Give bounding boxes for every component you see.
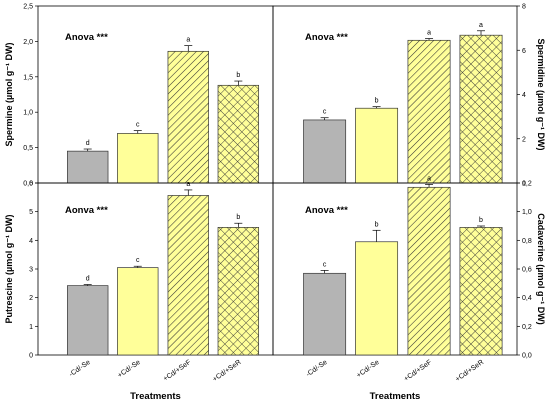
cadaverine-sig-letter-1: c — [323, 261, 327, 268]
spermine-y-axis-label: Spermine (µmol g⁻¹ DW) — [4, 43, 14, 147]
spermine-panel: 0,0 0,5 1,0 1,5 2,0 2,5 Spermine (µmol g⁻¹ DW)… — [4, 4, 274, 188]
putrescine-y-tick-label: 1 — [29, 324, 33, 331]
putrescine-bar-1 — [67, 285, 109, 356]
cadaverine-category-label-4: +Cd/+SeR — [454, 359, 485, 383]
cadaverine-anova-label: Anova *** — [305, 205, 348, 216]
spermine-y-tick-label: 1,5 — [23, 74, 33, 81]
spermine-sig-letter-4: b — [236, 72, 240, 79]
spermidine-y-tick-label: 0 — [522, 181, 526, 188]
cadaverine-y-tick-label: 1,0 — [522, 209, 532, 216]
spermine-bar-3 — [167, 50, 209, 184]
spermine-y-tick-label: 2,0 — [23, 39, 33, 46]
spermidine-y-tick-label: 8 — [522, 4, 526, 11]
putrescine-y-axis-label: Putrescine (µmol g⁻¹ DW) — [4, 215, 14, 324]
spermidine-sig-letter-3: a — [427, 30, 431, 37]
cadaverine-sig-letter-4: b — [479, 217, 483, 224]
putrescine-sig-letter-1: d — [86, 276, 90, 283]
putrescine-category-label-3: +Cd/+SeF — [162, 359, 192, 383]
spermidine-anova-label: Anova *** — [305, 32, 348, 43]
spermidine-y-axis-label: Spermidine (µmol g⁻¹ DW) — [536, 39, 546, 151]
cadaverine-bar-4 — [459, 227, 503, 356]
cadaverine-y-tick-label: 0,4 — [522, 295, 532, 302]
putrescine-y-tick-label: 4 — [29, 238, 33, 245]
putrescine-bar-3 — [167, 195, 209, 356]
spermidine-sig-letter-2: b — [375, 98, 379, 105]
spermine-bar-1 — [67, 150, 109, 184]
cadaverine-category-label-3: +Cd/+SeF — [403, 359, 433, 383]
spermidine-y-tick-label: 4 — [522, 92, 526, 99]
spermidine-bar-2 — [355, 107, 399, 184]
putrescine-y-tick-label: 0 — [29, 353, 33, 360]
spermidine-sig-letter-4: a — [479, 22, 483, 29]
cadaverine-panel: 0,0 0,2 0,4 0,6 0,8 1,0 1,2 Cadaverine (µmol g⁻… — [272, 175, 546, 402]
spermidine-bar-4 — [459, 34, 503, 184]
putrescine-category-label-2: +Cd/-Se — [117, 359, 142, 380]
spermine-sig-letter-1: d — [86, 140, 90, 147]
spermine-y-tick-label: 1,0 — [23, 110, 33, 117]
cadaverine-bar-2 — [355, 241, 399, 356]
cadaverine-y-tick-label: 1,2 — [522, 181, 532, 188]
spermine-y-tick-label: 2,5 — [23, 4, 33, 11]
putrescine-y-tick-label: 5 — [29, 209, 33, 216]
cadaverine-sig-letter-3: a — [427, 175, 431, 182]
spermine-anova-label: Anova *** — [65, 32, 108, 43]
cadaverine-category-label-2: +Cd/-Se — [356, 359, 381, 380]
spermine-sig-letter-3: a — [186, 37, 190, 44]
cadaverine-bar-1 — [303, 272, 347, 356]
putrescine-sig-letter-2: c — [136, 257, 140, 264]
cadaverine-bar-3 — [407, 186, 451, 356]
spermine-y-tick-label: 0,0 — [23, 181, 33, 188]
cadaverine-y-axis-label: Cadaverine (µmol g⁻¹ DW) — [536, 213, 546, 324]
spermidine-bar-3 — [407, 39, 451, 184]
putrescine-x-axis-label: Treatments — [130, 391, 181, 402]
cadaverine-y-tick-label: 0,6 — [522, 267, 532, 274]
spermine-bar-4 — [217, 84, 260, 184]
cadaverine-y-tick-label: 0,2 — [522, 324, 532, 331]
spermidine-y-tick-label: 2 — [522, 136, 526, 143]
cadaverine-y-tick-label: 0,0 — [522, 353, 532, 360]
putrescine-y-tick-label: 6 — [29, 181, 33, 188]
spermidine-sig-letter-1: c — [323, 109, 327, 116]
spermidine-y-tick-label: 6 — [522, 48, 526, 55]
putrescine-category-label-4: +Cd/+SeR — [212, 359, 243, 383]
cadaverine-sig-letter-2: b — [375, 221, 379, 228]
putrescine-bar-4 — [217, 227, 260, 356]
putrescine-sig-letter-4: b — [236, 214, 240, 221]
cadaverine-y-tick-label: 0,8 — [522, 238, 532, 245]
spermidine-panel: 0 2 4 6 8 Spermidine (µmol g⁻¹ DW) Anova *** c b… — [272, 4, 546, 188]
putrescine-category-label-1: -Cd/-Se — [68, 359, 92, 379]
spermine-y-tick-label: 0,5 — [23, 145, 33, 152]
putrescine-y-tick-label: 3 — [29, 267, 33, 274]
putrescine-sig-letter-3: a — [186, 181, 190, 188]
putrescine-anova-label: Aonva *** — [65, 205, 108, 216]
cadaverine-x-axis-label: Treatments — [370, 391, 421, 402]
cadaverine-category-label-1: -Cd/-Se — [305, 359, 329, 379]
putrescine-panel: 0 1 2 3 4 5 6 Putrescine (µmol g⁻¹ DW) Aonva ***… — [4, 181, 274, 402]
spermine-sig-letter-2: c — [136, 122, 140, 129]
putrescine-bar-2 — [117, 267, 159, 356]
putrescine-y-tick-label: 2 — [29, 295, 33, 302]
spermidine-bar-1 — [303, 119, 347, 184]
spermine-bar-2 — [117, 133, 159, 184]
